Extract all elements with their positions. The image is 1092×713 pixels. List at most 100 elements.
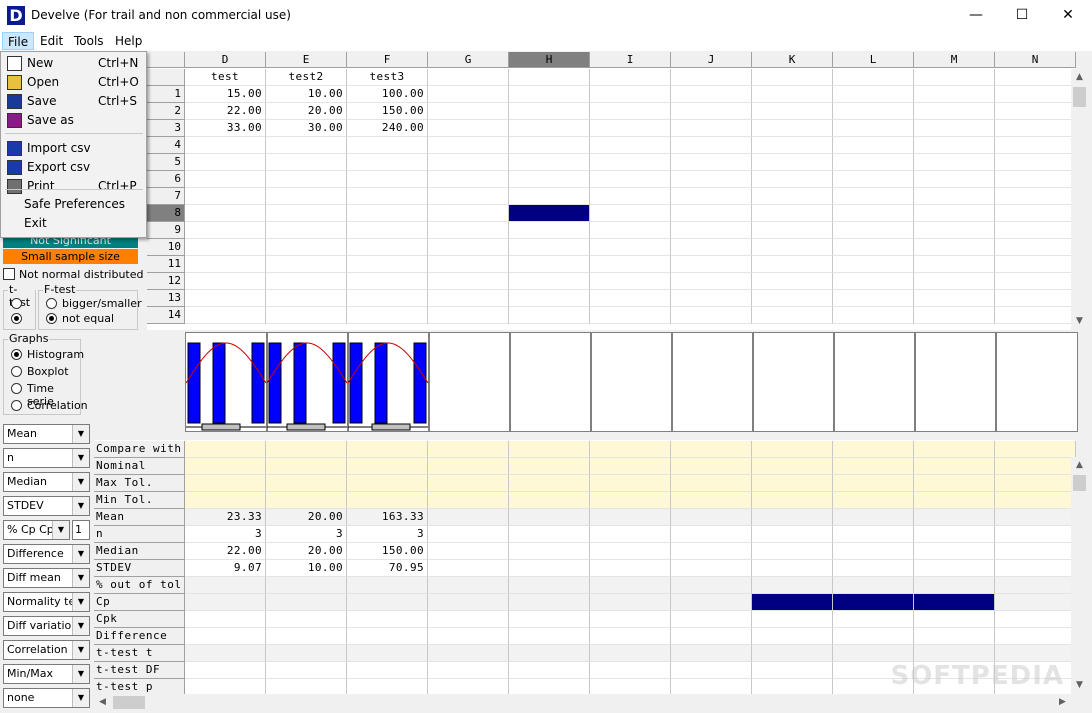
stat-cell[interactable] (266, 662, 347, 679)
stat-cell[interactable]: 20.00 (266, 509, 347, 526)
column-header-h[interactable]: H (509, 52, 590, 68)
grid-cell[interactable]: 15.00 (185, 86, 266, 103)
row-header[interactable]: 6 (147, 171, 185, 188)
stat-cell[interactable]: 10.00 (266, 560, 347, 577)
stat-cell[interactable] (752, 441, 833, 458)
stat-cell[interactable] (671, 509, 752, 526)
stat-cell[interactable] (914, 611, 995, 628)
stat-cell[interactable] (995, 492, 1076, 509)
stat-cell[interactable] (428, 475, 509, 492)
stat-cell[interactable] (347, 662, 428, 679)
stat-cell[interactable] (833, 543, 914, 560)
hscroll-thumb[interactable] (113, 696, 145, 709)
chevron-down-icon[interactable]: ▼ (72, 569, 89, 587)
stat-cell[interactable] (509, 441, 590, 458)
header-cell[interactable]: test3 (347, 69, 428, 86)
stat-selector-9[interactable]: Diff variation ▼ (3, 616, 90, 636)
grid-cell[interactable] (914, 205, 995, 222)
stat-selector-8[interactable]: Normality test ▼ (3, 592, 90, 612)
stats-scroll-thumb[interactable] (1073, 475, 1086, 491)
stat-cell[interactable] (833, 611, 914, 628)
grid-cell[interactable] (509, 154, 590, 171)
chevron-down-icon[interactable]: ▼ (72, 425, 89, 443)
stat-cell[interactable] (590, 628, 671, 645)
stat-cell[interactable] (995, 475, 1076, 492)
grid-cell[interactable] (671, 120, 752, 137)
grid-cell[interactable] (833, 222, 914, 239)
grid-cell[interactable] (428, 154, 509, 171)
stat-cell[interactable] (509, 526, 590, 543)
grid-cell[interactable] (347, 205, 428, 222)
stat-cell[interactable] (185, 475, 266, 492)
grid-cell[interactable] (266, 171, 347, 188)
grid-cell[interactable] (914, 86, 995, 103)
ttest-option-2[interactable] (11, 313, 22, 324)
grid-cell[interactable] (590, 120, 671, 137)
grid-cell[interactable] (752, 205, 833, 222)
grid-cell[interactable] (185, 188, 266, 205)
header-cell[interactable]: test2 (266, 69, 347, 86)
file-menu-item-print[interactable]: Print Ctrl+P (2, 177, 145, 196)
stat-cell[interactable] (671, 492, 752, 509)
stat-cell[interactable] (914, 543, 995, 560)
stat-cell[interactable] (428, 645, 509, 662)
stat-cell[interactable] (590, 526, 671, 543)
stat-cell[interactable] (347, 594, 428, 611)
stat-row-label[interactable]: Compare with (94, 441, 185, 458)
not-normal-checkbox[interactable] (3, 268, 15, 280)
stat-cell[interactable] (752, 662, 833, 679)
grid-cell[interactable] (185, 171, 266, 188)
grid-cell[interactable] (266, 205, 347, 222)
row-header[interactable]: 2 (147, 103, 185, 120)
grid-cell[interactable] (590, 86, 671, 103)
stat-cell[interactable] (509, 543, 590, 560)
stat-cell[interactable] (509, 662, 590, 679)
stat-cell[interactable] (833, 526, 914, 543)
grid-cell[interactable] (266, 256, 347, 273)
grid-cell[interactable] (428, 222, 509, 239)
grid-cell[interactable] (509, 256, 590, 273)
stat-cell[interactable] (752, 526, 833, 543)
column-header-j[interactable]: J (671, 52, 752, 68)
stat-cell[interactable]: 3 (347, 526, 428, 543)
grid-cell[interactable] (671, 307, 752, 324)
stat-cell[interactable] (590, 679, 671, 694)
grid-cell[interactable] (752, 290, 833, 307)
column-header-g[interactable]: G (428, 52, 509, 68)
grid-cell[interactable] (995, 103, 1076, 120)
stat-selector-4[interactable]: STDEV ▼ (3, 496, 90, 516)
grid-cell[interactable] (266, 137, 347, 154)
stat-cell[interactable] (914, 679, 995, 694)
grid-cell[interactable] (752, 86, 833, 103)
stat-cell[interactable] (671, 594, 752, 611)
stat-cell[interactable] (347, 475, 428, 492)
grid-cell[interactable] (509, 239, 590, 256)
stat-cell[interactable] (509, 509, 590, 526)
stat-cell[interactable]: 9.07 (185, 560, 266, 577)
header-cell[interactable] (914, 69, 995, 86)
stat-cell[interactable] (266, 628, 347, 645)
grid-cell[interactable] (590, 188, 671, 205)
minimize-button[interactable]: — (969, 7, 983, 23)
ftest-radio-not-equal[interactable] (46, 313, 57, 324)
stat-cell[interactable] (266, 458, 347, 475)
stat-cell[interactable] (428, 543, 509, 560)
column-header-l[interactable]: L (833, 52, 914, 68)
stat-cell[interactable] (590, 577, 671, 594)
stat-cell[interactable] (914, 492, 995, 509)
stat-cell[interactable] (266, 475, 347, 492)
stat-cell[interactable] (995, 645, 1076, 662)
stat-cell[interactable] (428, 526, 509, 543)
grid-cell[interactable] (833, 188, 914, 205)
grid-cell[interactable] (671, 188, 752, 205)
grid-cell[interactable] (995, 256, 1076, 273)
grid-cell[interactable] (509, 86, 590, 103)
grid-cell[interactable] (833, 273, 914, 290)
file-menu-item-open[interactable]: Open Ctrl+O (2, 73, 145, 92)
stat-cell[interactable] (428, 441, 509, 458)
grid-cell[interactable] (914, 103, 995, 120)
stat-cell[interactable] (752, 543, 833, 560)
stat-cell[interactable] (185, 577, 266, 594)
stat-selector-2[interactable]: n ▼ (3, 448, 90, 468)
stat-cell[interactable] (590, 611, 671, 628)
